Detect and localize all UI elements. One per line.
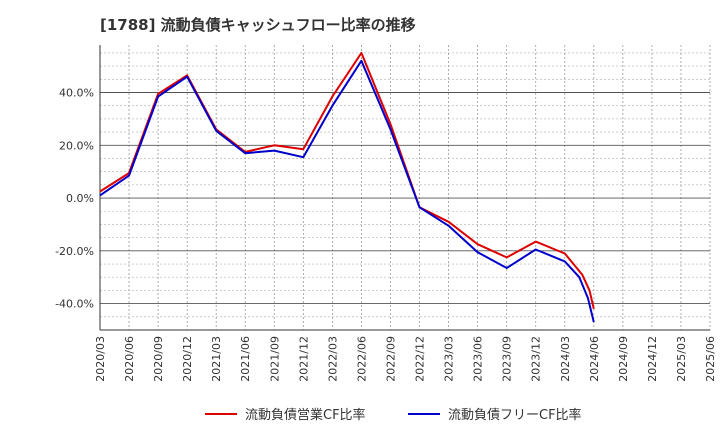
legend-label-1: 流動負債営業CF比率 bbox=[245, 407, 366, 423]
series-line-2 bbox=[99, 59, 595, 323]
x-tick-label: 2023/09 bbox=[501, 336, 514, 382]
x-tick-label: 2024/12 bbox=[646, 336, 659, 382]
x-tick-label: 2020/03 bbox=[94, 336, 107, 382]
chart-title: [1788] 流動負債キャッシュフロー比率の推移 bbox=[100, 16, 416, 34]
x-tick-label: 2022/06 bbox=[355, 336, 368, 382]
y-tick-label: 0.0% bbox=[66, 192, 94, 205]
legend-label-2: 流動負債フリーCF比率 bbox=[448, 407, 582, 423]
x-tick-label: 2022/03 bbox=[326, 336, 339, 382]
x-tick-label: 2020/06 bbox=[123, 336, 136, 382]
y-tick-label: 40.0% bbox=[59, 87, 94, 100]
x-tick-label: 2021/06 bbox=[239, 336, 252, 382]
x-tick-label: 2021/12 bbox=[297, 336, 310, 382]
x-tick-label: 2021/03 bbox=[210, 336, 223, 382]
y-tick-label: -20.0% bbox=[55, 245, 94, 258]
x-tick-label: 2020/12 bbox=[181, 336, 194, 382]
x-tick-label: 2025/03 bbox=[675, 336, 688, 382]
x-tick-label: 2024/06 bbox=[588, 336, 601, 382]
x-tick-label: 2025/06 bbox=[704, 336, 717, 382]
x-tick-label: 2021/09 bbox=[268, 336, 281, 382]
x-tick-label: 2024/09 bbox=[617, 336, 630, 382]
y-tick-label: 20.0% bbox=[59, 139, 94, 152]
x-tick-label: 2022/09 bbox=[384, 336, 397, 382]
plot-area bbox=[100, 45, 710, 330]
y-tick-label: -40.0% bbox=[55, 298, 94, 311]
x-tick-label: 2022/12 bbox=[414, 336, 427, 382]
x-tick-label: 2020/09 bbox=[152, 336, 165, 382]
x-tick-label: 2023/03 bbox=[443, 336, 456, 382]
x-tick-label: 2024/03 bbox=[559, 336, 572, 382]
x-tick-label: 2023/06 bbox=[472, 336, 485, 382]
x-tick-label: 2023/12 bbox=[530, 336, 543, 382]
